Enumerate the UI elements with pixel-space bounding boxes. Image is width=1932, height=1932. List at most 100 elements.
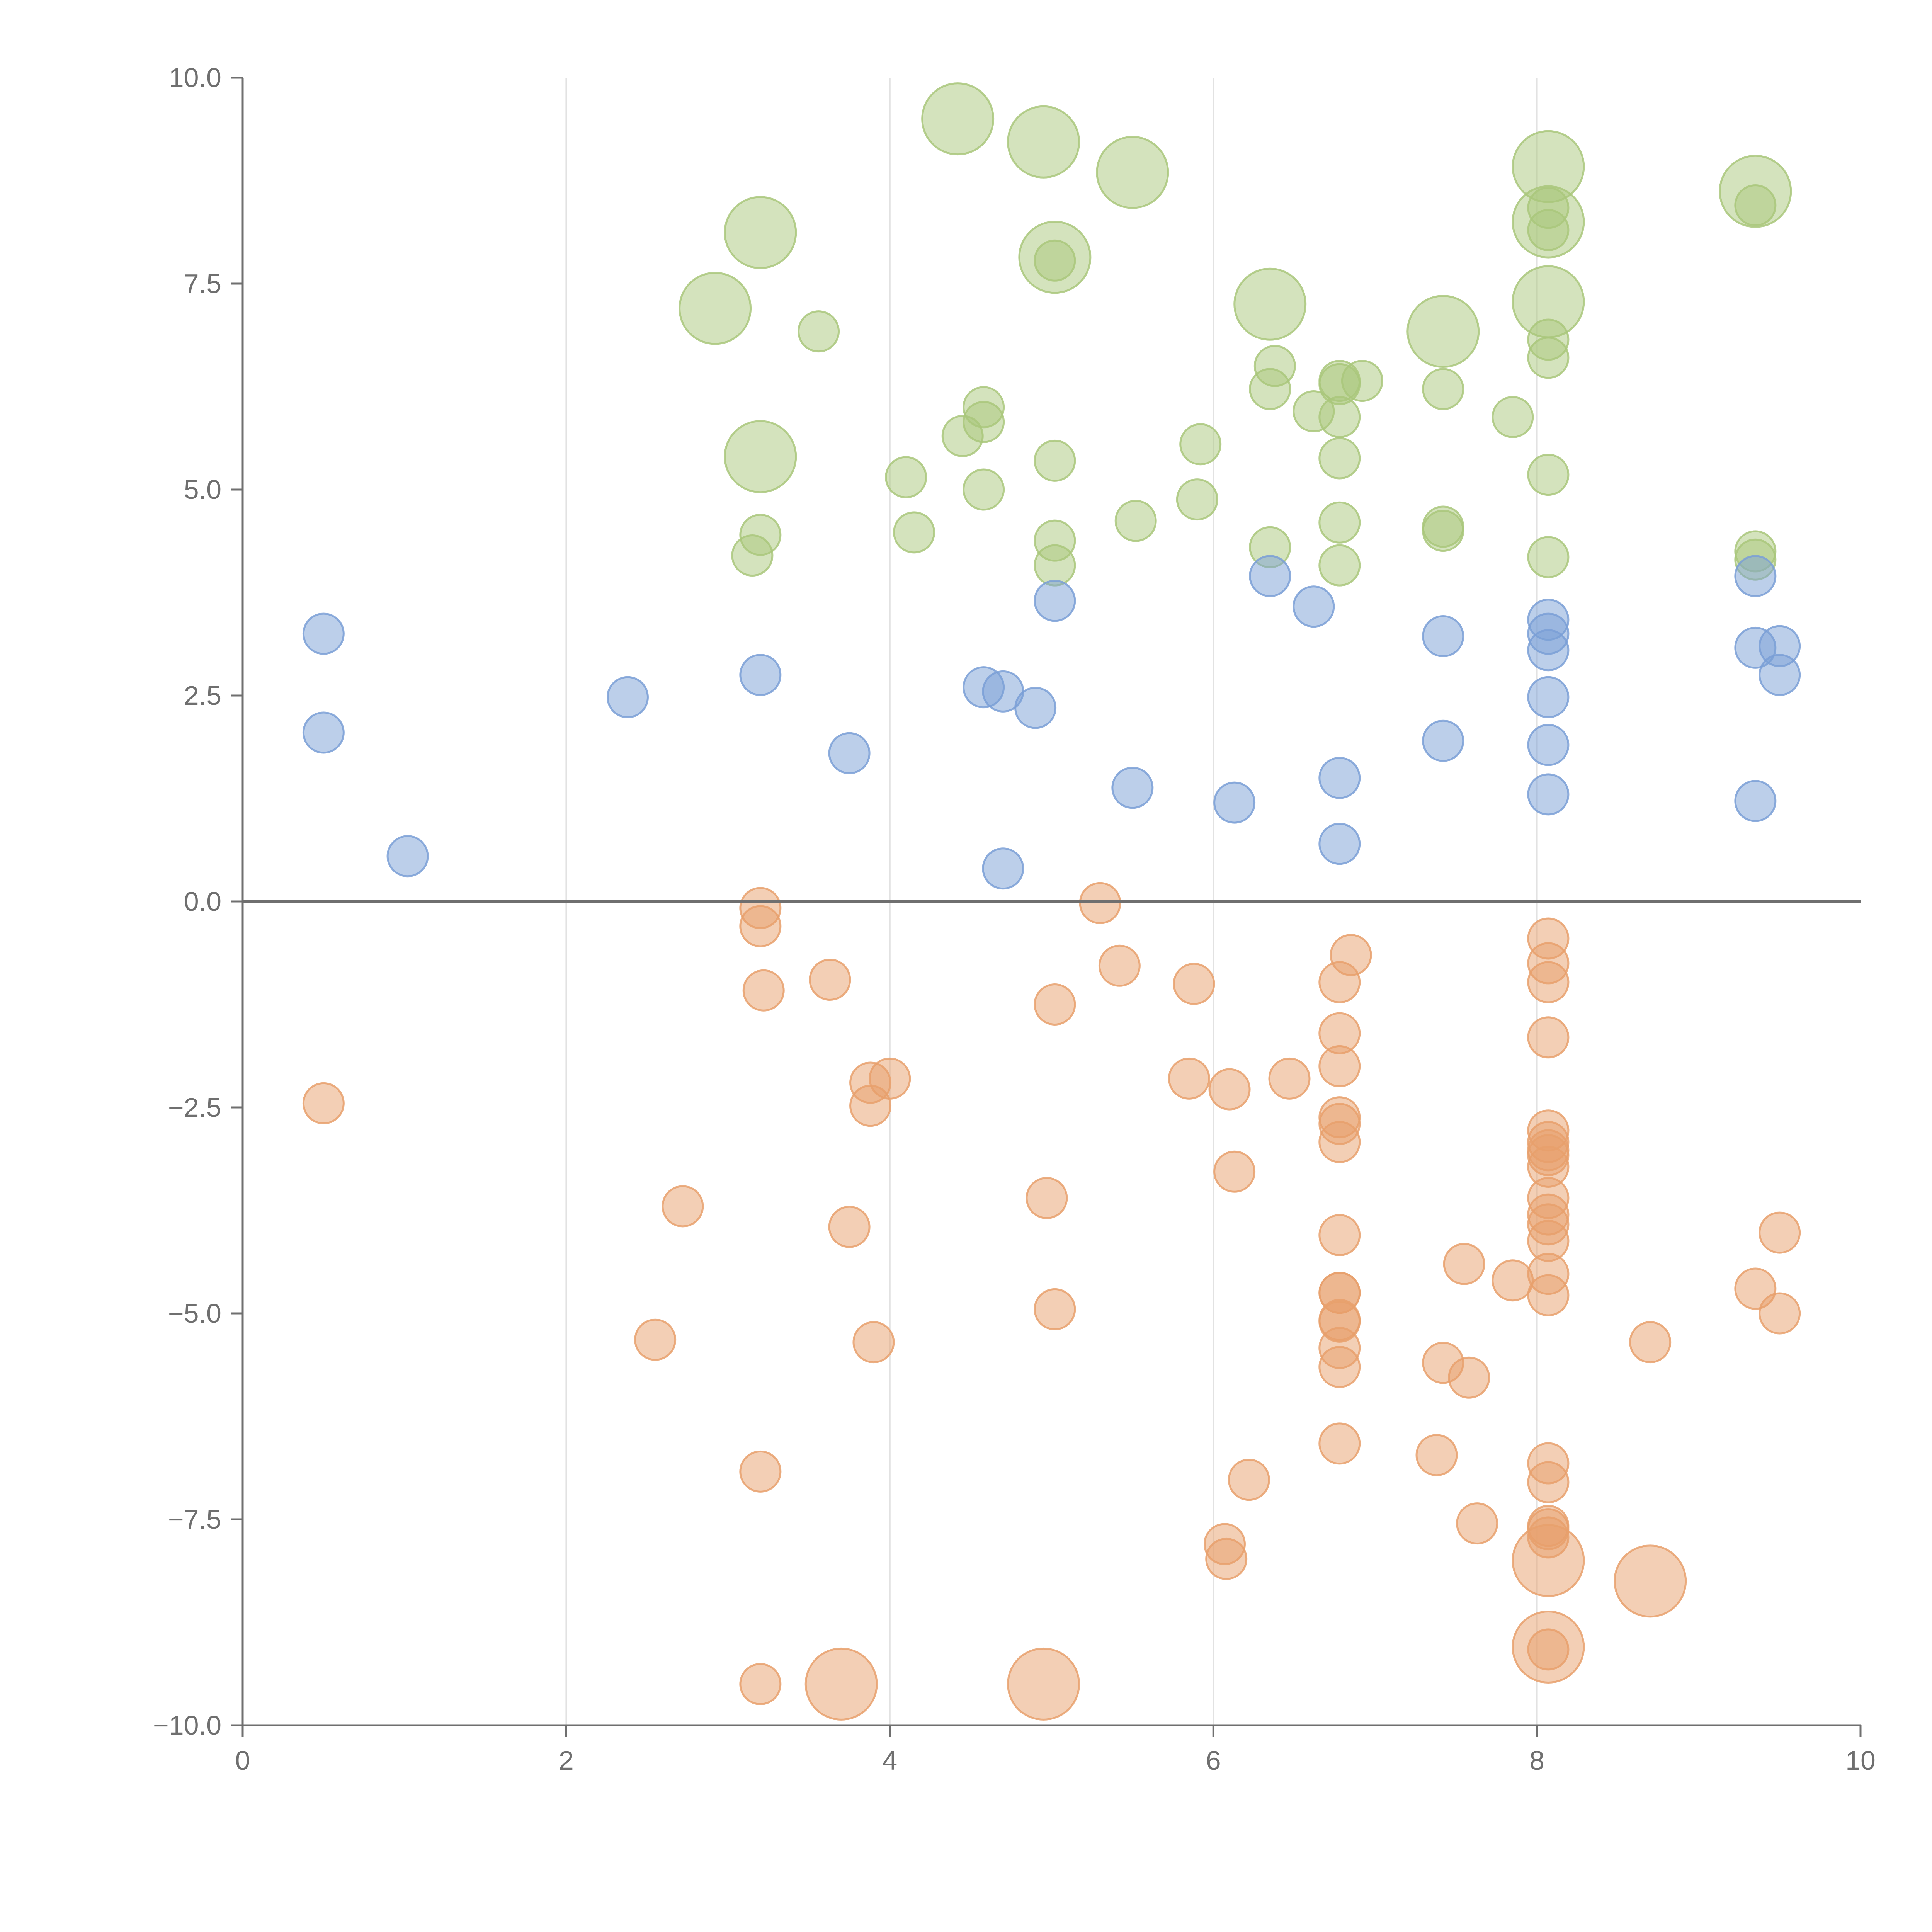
point-blue [386, 835, 429, 878]
point-green [1318, 501, 1361, 544]
points-layer [302, 82, 1801, 1721]
point-orange [1448, 1356, 1490, 1399]
point-orange [1026, 1177, 1068, 1219]
point-orange [849, 1085, 892, 1127]
point-green [1007, 105, 1080, 179]
point-orange [1443, 1243, 1485, 1285]
point-blue [1527, 773, 1570, 816]
point-green [1527, 209, 1570, 251]
point-orange [302, 1082, 345, 1124]
point-blue [1422, 615, 1464, 657]
point-blue [982, 847, 1024, 890]
point-green [1318, 544, 1361, 587]
point-green [1233, 267, 1307, 341]
point-green [1318, 437, 1361, 480]
point-orange [1492, 1259, 1534, 1302]
point-blue [1213, 781, 1256, 824]
point-orange [1098, 944, 1141, 987]
point-green [1341, 360, 1383, 402]
point-orange [1318, 1422, 1361, 1465]
point-green [724, 420, 797, 493]
y-tick-label: −5.0 [168, 1298, 221, 1328]
point-blue [1034, 580, 1076, 622]
point-orange [1759, 1292, 1801, 1335]
point-green [1096, 136, 1169, 209]
point-green [1318, 396, 1361, 438]
point-blue [828, 732, 871, 774]
point-green [798, 310, 840, 353]
point-orange [1034, 1288, 1076, 1330]
point-green [731, 534, 774, 577]
axes-layer: 10.0 7.5 5.0 2.5 0.0 −2.5 −5.0 −7.5 −10.0 0 2 4 6 8 10 [153, 63, 1876, 1776]
point-green [1176, 478, 1218, 521]
point-orange [1527, 1274, 1570, 1316]
x-tick-label: 10 [1845, 1745, 1876, 1776]
point-orange [852, 1321, 895, 1364]
x-tick-label: 4 [882, 1745, 897, 1776]
x-tick-label: 6 [1206, 1745, 1221, 1776]
point-blue [1014, 687, 1057, 729]
point-orange [739, 1663, 782, 1705]
point-blue [1759, 654, 1801, 696]
point-orange [1318, 1045, 1361, 1087]
point-green [963, 468, 1005, 511]
point-green [1114, 500, 1157, 542]
x-tick-label: 0 [235, 1745, 250, 1776]
point-green [724, 196, 797, 269]
point-green [885, 456, 927, 498]
point-blue [739, 654, 782, 696]
point-green [893, 511, 935, 554]
point-green [1249, 368, 1291, 410]
point-orange [1228, 1459, 1270, 1501]
point-green [1527, 454, 1570, 496]
point-orange [1512, 1524, 1585, 1597]
y-tick-label: 2.5 [184, 680, 221, 711]
y-tick-label: 10.0 [169, 63, 221, 93]
point-green [921, 82, 995, 156]
point-orange [1759, 1211, 1801, 1254]
point-green [1422, 368, 1464, 410]
point-orange [1318, 1346, 1361, 1388]
point-orange [809, 959, 851, 1001]
point-green [1734, 184, 1777, 226]
point-orange [1527, 1016, 1570, 1059]
y-tick-label: 0.0 [184, 886, 221, 917]
point-orange [1205, 1537, 1248, 1580]
point-blue [1734, 780, 1777, 822]
point-orange [1415, 1434, 1458, 1476]
point-green [1422, 510, 1464, 552]
point-orange [1318, 1214, 1361, 1256]
point-orange [1168, 1057, 1210, 1100]
point-green [1034, 439, 1076, 482]
point-orange [742, 969, 785, 1012]
point-orange [1527, 961, 1570, 1003]
point-green [941, 415, 984, 457]
y-tick-label: −7.5 [168, 1504, 221, 1534]
point-green [1492, 396, 1534, 438]
point-orange [1213, 1150, 1256, 1193]
point-blue [302, 711, 345, 754]
point-orange [1527, 1461, 1570, 1503]
point-orange [828, 1206, 871, 1248]
point-green [1527, 337, 1570, 379]
point-blue [1527, 629, 1570, 672]
x-tick-label: 2 [559, 1745, 574, 1776]
point-orange [1614, 1544, 1687, 1618]
point-orange [662, 1185, 704, 1228]
point-orange [634, 1318, 677, 1361]
point-orange [1034, 983, 1076, 1026]
point-blue [1111, 767, 1154, 809]
point-orange [1007, 1647, 1080, 1721]
y-tick-label: −10.0 [153, 1710, 221, 1740]
point-orange [1527, 1628, 1570, 1671]
point-blue [1249, 555, 1291, 597]
point-orange [1318, 961, 1361, 1003]
y-tick-label: −2.5 [168, 1092, 221, 1122]
point-orange [1456, 1502, 1498, 1545]
point-orange [1173, 963, 1215, 1005]
point-orange [1079, 882, 1121, 924]
point-blue [1734, 555, 1777, 597]
point-orange [1268, 1057, 1311, 1100]
y-tick-label: 7.5 [184, 269, 221, 299]
